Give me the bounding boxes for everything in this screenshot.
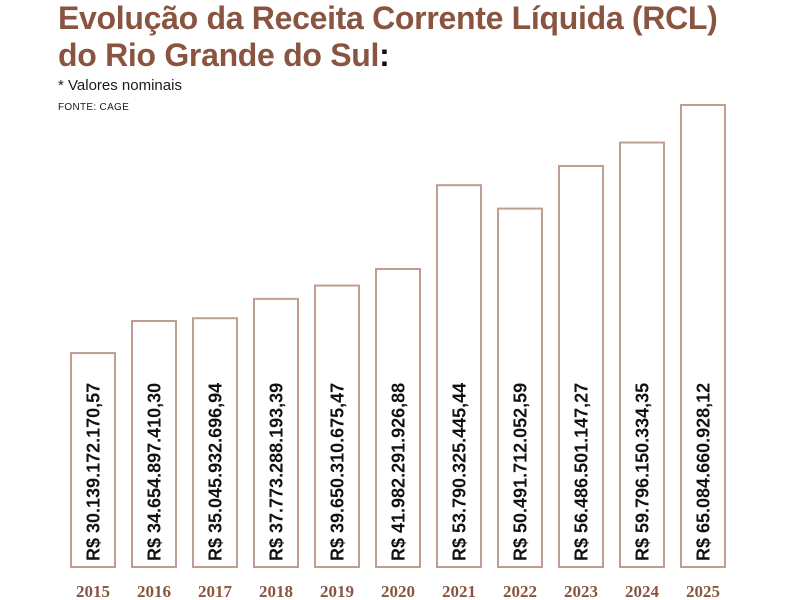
data-label-2017: R$ 35.045.932.696,94 [206,383,226,561]
x-tick-label-2015: 2015 [76,582,110,600]
data-label-2025: R$ 65.084.660.928,12 [694,383,714,561]
data-label-2015: R$ 30.139.172.170,57 [84,383,104,561]
values-note: * Valores nominais [58,77,182,94]
bar-2017 [192,317,238,568]
bar-2015 [70,352,116,568]
bar-2019 [314,284,360,568]
bar-2022 [497,207,543,568]
data-label-2020: R$ 41.982.291.926,88 [389,383,409,561]
x-tick-label-2018: 2018 [259,582,293,600]
bar-2020 [375,267,421,568]
chart-title-line1: Evolução da Receita Corrente Líquida (RC… [58,0,718,36]
chart-title-line2: do Rio Grande do Sul [58,37,380,73]
x-tick-label-2020: 2020 [381,582,415,600]
x-tick-label-2017: 2017 [198,582,233,600]
data-label-2024: R$ 59.796.150.334,35 [633,383,653,561]
data-label-2023: R$ 56.486.501.147,27 [572,383,592,561]
data-label-2021: R$ 53.790.325.445,44 [450,383,470,561]
bar-2021 [436,184,482,568]
source-note: FONTE: CAGE [58,102,130,113]
chart-title: Evolução da Receita Corrente Líquida (RC… [58,0,718,74]
bar-2023 [558,165,604,569]
x-tick-label-2021: 2021 [442,582,476,600]
x-tick-label-2016: 2016 [137,582,171,600]
x-tick-label-2024: 2024 [625,582,660,600]
data-label-2018: R$ 37.773.288.193,39 [267,383,287,561]
x-tick-label-2019: 2019 [320,582,354,600]
chart-title-colon: : [379,37,390,73]
data-label-2022: R$ 50.491.712.052,59 [511,383,531,561]
x-tick-label-2023: 2023 [564,582,598,600]
x-tick-label-2022: 2022 [503,582,537,600]
bar-2018 [253,297,299,568]
data-label-2016: R$ 34.654.897.410,30 [145,383,165,561]
bar-2024 [619,141,665,568]
bar-2016 [131,320,177,568]
data-label-2019: R$ 39.650.310.675,47 [328,383,348,561]
bar-2025 [680,104,726,568]
x-tick-label-2025: 2025 [686,582,720,600]
chart-title-line2-wrap: do Rio Grande do Sul: [58,37,718,74]
